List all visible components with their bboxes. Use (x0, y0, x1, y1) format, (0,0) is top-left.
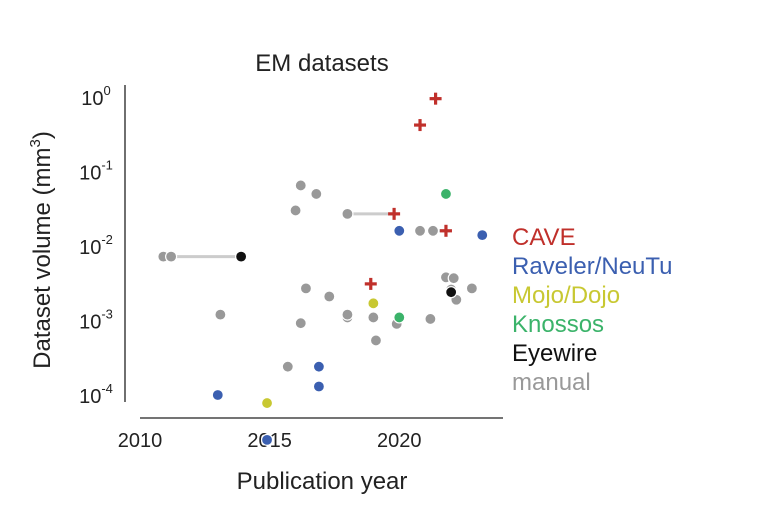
point-cave (429, 92, 442, 105)
legend-entry-raveler-neutu: Raveler/NeuTu (512, 253, 673, 280)
point-mojo-dojo (260, 396, 274, 410)
legend-entry-cave: CAVE (512, 224, 576, 251)
point-manual (299, 282, 313, 295)
point-manual (294, 317, 307, 330)
point-manual (369, 334, 383, 347)
y-axis-label: Dataset volume (mm3) (27, 131, 56, 369)
point-knossos (393, 311, 406, 324)
point-manual (323, 290, 336, 303)
y-axis-label-close: ) (29, 131, 56, 139)
y-tick-base: 10 (81, 88, 103, 110)
point-knossos (439, 187, 453, 201)
y-tick-exp: -1 (101, 158, 113, 173)
point-raveler-neutu (476, 229, 489, 242)
point-manual (465, 282, 478, 295)
y-tick-base: 10 (79, 312, 101, 334)
y-tick-label: 10-1 (79, 158, 113, 185)
point-manual (367, 311, 380, 324)
point-mojo-dojo (367, 297, 380, 310)
point-manual (294, 179, 307, 192)
point-manual (165, 250, 178, 263)
point-raveler-neutu (211, 388, 224, 402)
point-cave (439, 224, 452, 237)
point-eyewire (445, 286, 458, 299)
x-tick-label: 2020 (377, 430, 422, 452)
y-tick-label: 10-2 (79, 232, 113, 259)
point-manual (281, 360, 294, 373)
point-manual (426, 224, 440, 237)
point-manual (289, 204, 302, 217)
point-raveler-neutu (260, 433, 274, 446)
point-manual (341, 308, 354, 321)
point-manual (310, 187, 323, 201)
legend-entry-eyewire: Eyewire (512, 340, 597, 367)
y-tick-base: 10 (79, 237, 101, 259)
point-manual (447, 272, 460, 285)
svg-text:Dataset volume (mm3): Dataset volume (mm3) (27, 131, 56, 369)
y-tick-exp: 0 (104, 83, 111, 98)
point-cave (414, 119, 427, 132)
point-raveler-neutu (312, 380, 326, 393)
legend-entry-mojo-dojo: Mojo/Dojo (512, 282, 620, 309)
y-tick-label: 10-4 (79, 381, 113, 408)
point-manual (214, 308, 227, 321)
y-tick-exp: -3 (101, 307, 113, 322)
point-cave (388, 207, 401, 220)
point-raveler-neutu (393, 224, 406, 237)
legend-entry-knossos: Knossos (512, 311, 604, 338)
point-raveler-neutu (312, 360, 326, 373)
y-axis-label-text: Dataset volume (mm (29, 147, 56, 368)
point-manual (424, 312, 437, 326)
y-tick-exp: -2 (101, 232, 113, 247)
legend-entry-manual: manual (512, 369, 591, 396)
y-tick-base: 10 (79, 163, 101, 185)
point-cave (364, 277, 377, 290)
point-manual (341, 207, 354, 220)
y-tick-exp: -4 (101, 381, 113, 396)
y-axis-label-sup: 3 (27, 139, 44, 147)
x-tick-label: 2010 (118, 430, 163, 452)
point-eyewire (235, 250, 248, 263)
y-tick-label: 100 (81, 83, 110, 110)
y-tick-base: 10 (79, 386, 101, 408)
y-tick-label: 10-3 (79, 307, 113, 334)
point-manual (413, 224, 427, 237)
chart-title: EM datasets (255, 50, 388, 77)
x-axis-label: Publication year (237, 468, 408, 495)
